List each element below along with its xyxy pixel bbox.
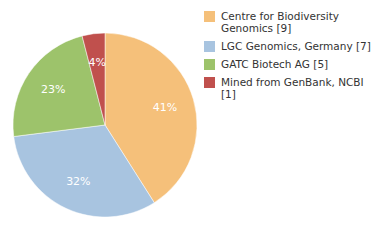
html-text:LGC Genomics, Germany [7]: LGC Genomics, Germany [7] [221, 40, 371, 52]
html-text:GATC Biotech AG [5]: GATC Biotech AG [5] [221, 58, 329, 70]
svg-text:23%: 23% [41, 83, 65, 96]
svg-text:41%: 41% [153, 101, 177, 114]
svg-text:32%: 32% [66, 175, 90, 188]
html-text:Centre for Biodiversity: Centre for Biodiversity [221, 10, 340, 22]
svg-text:4%: 4% [88, 56, 105, 69]
html-text:Genomics [9]: Genomics [9] [221, 22, 292, 34]
html-text:Mined from GenBank, NCBI [1]: Mined from GenBank, NCBI [1] [221, 76, 364, 100]
